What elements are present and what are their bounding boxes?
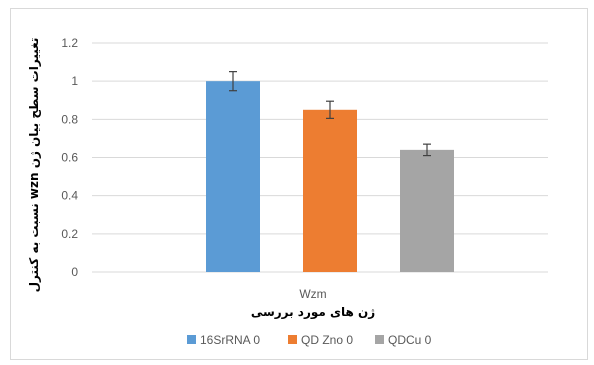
legend-swatch bbox=[187, 335, 196, 344]
y-tick-label: 0.6 bbox=[61, 151, 78, 165]
y-tick-label: 0 bbox=[71, 265, 78, 279]
chart-frame bbox=[10, 8, 588, 360]
y-tick-label: 0.4 bbox=[61, 189, 78, 203]
y-tick-label: 0.8 bbox=[61, 112, 78, 126]
error-bars bbox=[229, 71, 431, 157]
y-axis-title: تغییرات سطح بیان ژن wzn نسبت به کنترل bbox=[27, 38, 41, 293]
bar bbox=[206, 81, 260, 273]
bars bbox=[206, 81, 454, 273]
y-tick-label: 0.2 bbox=[61, 227, 78, 241]
legend-swatch bbox=[375, 335, 384, 344]
bar bbox=[303, 109, 357, 273]
y-tick-labels: 0 0.2 0.4 0.6 0.8 1 1.2 bbox=[61, 36, 78, 279]
y-tick-label: 1 bbox=[71, 74, 78, 88]
legend-label: 16SrRNA 0 bbox=[200, 333, 260, 347]
legend-label: QD Zno 0 bbox=[301, 333, 353, 347]
y-tick-label: 1.2 bbox=[61, 36, 78, 50]
legend: 16SrRNA 0 QD Zno 0 QDCu 0 bbox=[187, 333, 432, 347]
legend-label: QDCu 0 bbox=[388, 333, 432, 347]
legend-swatch bbox=[288, 335, 297, 344]
x-axis-title: ژن های مورد بررسی bbox=[251, 305, 375, 320]
bar bbox=[400, 149, 454, 272]
x-category-label: Wzm bbox=[299, 287, 326, 301]
